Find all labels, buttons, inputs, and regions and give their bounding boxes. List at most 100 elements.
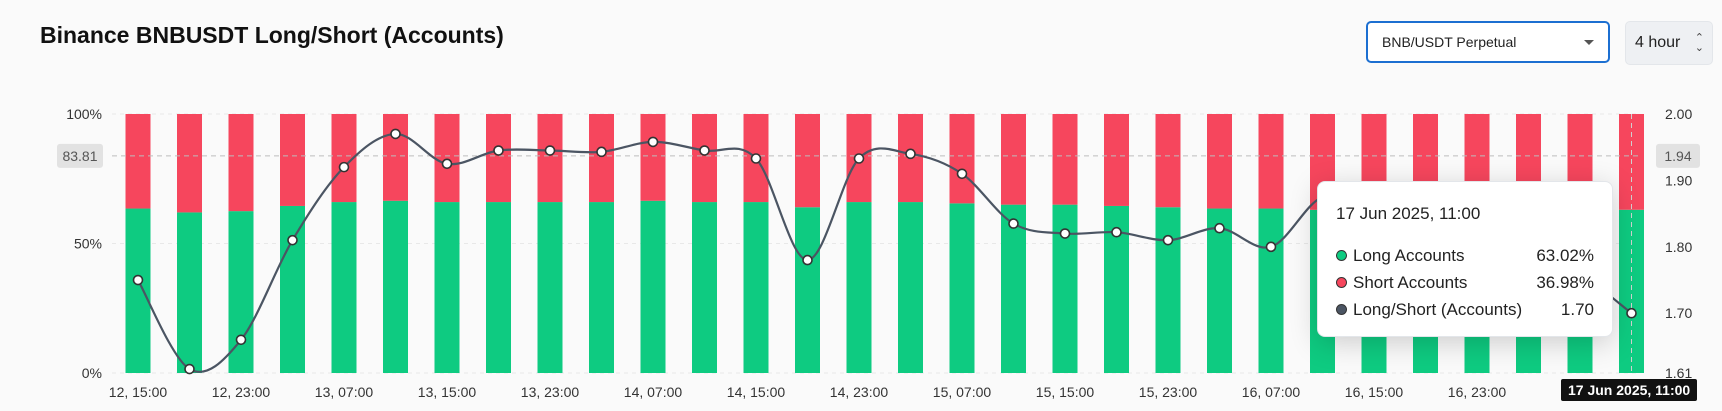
crosshair: [112, 114, 1640, 373]
long-bar: [1619, 209, 1644, 373]
short-bar: [640, 114, 666, 201]
x-tick-label: 16, 23:00: [1448, 384, 1507, 400]
long-bar: [640, 200, 666, 373]
x-tick-label: 14, 15:00: [727, 384, 786, 400]
x-tick-label: 12, 15:00: [109, 384, 168, 400]
ratio-point: [596, 146, 607, 158]
crosshair-y-left-badge: [57, 143, 103, 168]
long-bar: [589, 202, 614, 373]
ratio-point: [853, 153, 865, 164]
ratio-point: [184, 363, 195, 375]
short-bar: [125, 114, 151, 209]
ratio-point: [1626, 307, 1637, 319]
y-right-tick-label: 1.61: [1665, 365, 1692, 381]
y-right-tick-label: 1.70: [1665, 305, 1692, 321]
short-bar: [1104, 114, 1129, 206]
chart-tooltip: 17 Jun 2025, 11:00 Long Accounts 63.02% …: [1317, 181, 1613, 337]
updown-chevron-icon: ⌃ ⌄: [1694, 32, 1704, 54]
interval-select[interactable]: 4 hour ⌃ ⌄: [1625, 21, 1713, 65]
short-bar: [280, 114, 305, 206]
ratio-point: [1162, 234, 1174, 246]
x-tick-label: 14, 23:00: [830, 384, 889, 400]
ratio-point: [544, 145, 556, 156]
long-bar: [228, 211, 254, 373]
tooltip-value: 36.98%: [1536, 272, 1594, 292]
tooltip-value: 63.02%: [1536, 245, 1594, 265]
ratio-point: [1008, 218, 1019, 229]
ratio-point: [1059, 228, 1071, 239]
long-bar: [177, 212, 202, 373]
crosshair-x-label: 17 Jun 2025, 11:00: [1561, 379, 1698, 401]
x-tick-label: 14, 07:00: [624, 384, 683, 400]
short-bar: [692, 114, 717, 203]
ratio-point: [390, 128, 401, 140]
x-tick-label: 13, 23:00: [521, 384, 580, 400]
ratio-point: [699, 145, 710, 156]
ratio-point: [1265, 241, 1277, 253]
chart-axes: 0% 50% 100% 1.61 1.70 1.80 1.90 2.00 83.81 1.94 12…: [57, 106, 1700, 400]
x-tick-label: 16, 15:00: [1345, 384, 1404, 400]
long-bar: [846, 202, 872, 373]
short-bar: [434, 114, 460, 203]
y-left-tick-label: 50%: [74, 236, 102, 252]
x-tick-label: 15, 15:00: [1036, 384, 1095, 400]
long-bar: [331, 202, 357, 373]
y-left-tick-label: 100%: [66, 106, 102, 122]
ratio-point: [750, 153, 762, 164]
y-right-tick-label: 1.80: [1665, 239, 1692, 255]
tooltip-row-short: Short Accounts 36.98%: [1336, 269, 1594, 296]
ratio-point: [441, 158, 453, 170]
long-bar: [743, 202, 769, 373]
long-bar: [537, 202, 563, 373]
short-bar: [486, 114, 511, 203]
short-dot-icon: [1336, 277, 1347, 288]
pair-select[interactable]: BNB/USDT Perpetual: [1366, 21, 1610, 63]
crosshair-y-left-label: 83.81: [62, 148, 97, 164]
tooltip-label: Long/Short (Accounts): [1353, 299, 1523, 319]
short-bar: [1052, 114, 1078, 205]
x-tick-label: 15, 23:00: [1139, 384, 1198, 400]
ratio-point: [235, 334, 247, 346]
long-bar: [383, 200, 408, 373]
tooltip-date: 17 Jun 2025, 11:00: [1336, 204, 1481, 223]
short-bar: [228, 114, 254, 212]
long-dot-icon: [1336, 250, 1347, 261]
ratio-dot-icon: [1336, 304, 1347, 315]
long-bar: [949, 203, 975, 373]
long-bar: [1207, 208, 1232, 373]
ratio-point: [132, 274, 144, 286]
ratio-point: [956, 168, 968, 180]
x-tick-label: 15, 07:00: [933, 384, 992, 400]
long-bar: [280, 205, 305, 373]
tooltip-row-long: Long Accounts 63.02%: [1336, 242, 1594, 269]
short-bar: [1001, 114, 1026, 205]
pair-select-value: BNB/USDT Perpetual: [1382, 34, 1517, 50]
long-bar: [486, 202, 511, 373]
ratio-point: [1214, 222, 1225, 234]
short-bar: [1258, 114, 1284, 209]
interval-select-value: 4 hour: [1635, 34, 1681, 51]
long-bar: [1001, 204, 1026, 373]
long-bar: [434, 202, 460, 373]
long-bar: [1155, 207, 1181, 373]
x-tick-label: 12, 23:00: [212, 384, 271, 400]
ratio-point: [493, 145, 504, 156]
ratio-point: [647, 136, 659, 148]
x-tick-label: 13, 07:00: [315, 384, 374, 400]
short-bar: [537, 114, 563, 203]
short-bar: [383, 114, 408, 201]
x-tick-label: 16, 07:00: [1242, 384, 1301, 400]
short-bar: [1207, 114, 1232, 209]
y-left-tick-label: 0%: [82, 365, 102, 381]
ratio-point: [905, 148, 916, 160]
short-bar: [1155, 114, 1181, 208]
caret-down-icon: [1584, 40, 1594, 45]
ratio-point: [287, 234, 298, 246]
short-bar: [795, 114, 820, 208]
y-right-tick-label: 1.90: [1665, 172, 1692, 188]
short-bar: [589, 114, 614, 203]
long-bar: [692, 202, 717, 373]
tooltip-label: Long Accounts: [1353, 245, 1465, 265]
ratio-point: [802, 254, 813, 266]
ratio-point: [1111, 226, 1122, 238]
